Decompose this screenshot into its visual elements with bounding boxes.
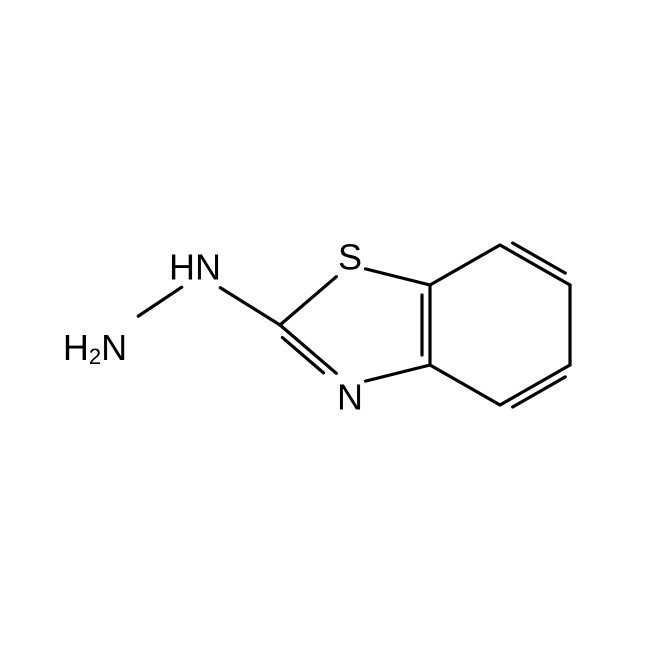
canvas: S N HN H2N [0,0,650,650]
nitrogen-ring-atom-label: N [337,377,363,418]
hn-atom-label: HN [169,247,221,288]
h2n-atom-label: H2N [63,327,127,369]
chemical-structure-diagram: S N HN H2N [0,75,650,575]
sulfur-atom-label: S [338,237,362,278]
